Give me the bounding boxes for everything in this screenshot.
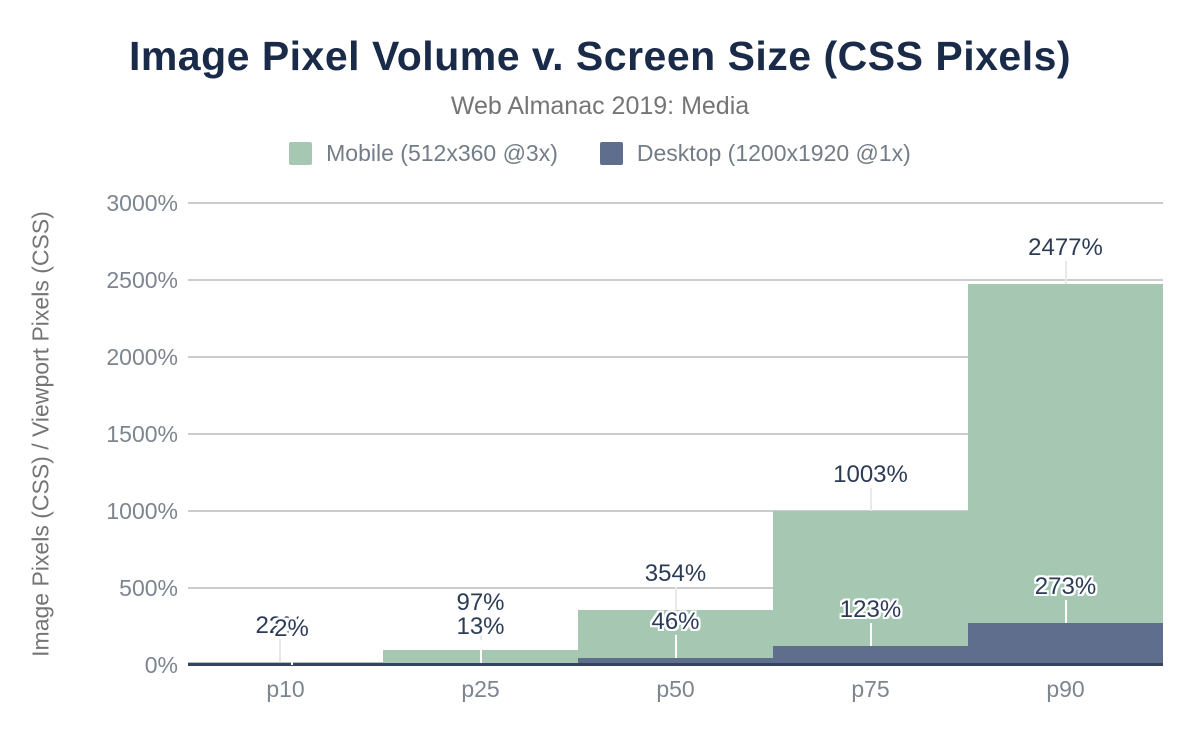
- x-tick-label-p25: p25: [461, 676, 500, 702]
- x-tick-label-p10: p10: [266, 676, 305, 702]
- desktop-bar-p50[interactable]: [578, 657, 773, 665]
- y-tick-label-500: 500%: [119, 575, 178, 601]
- desktop-value-label-p90: 273%: [1034, 572, 1097, 600]
- y-tick-label-2500: 2500%: [106, 267, 178, 293]
- mobile-label-stem: [1064, 260, 1067, 284]
- mobile-value-label-p90: 2477%: [1028, 233, 1103, 261]
- legend-label: Desktop (1200x1920 @1x): [636, 140, 911, 166]
- y-tick-label-1500: 1500%: [106, 421, 178, 447]
- y-tick-label-0: 0%: [144, 652, 178, 678]
- gridline-1500: [188, 433, 1163, 435]
- mobile-value-label-p25: 97%: [456, 588, 505, 616]
- mobile-value-label-p75: 1003%: [833, 460, 908, 488]
- x-tick-label-p75: p75: [851, 676, 890, 702]
- gridline-2500: [188, 279, 1163, 281]
- legend-item-mobile: Mobile (512x360 @3x): [289, 140, 558, 167]
- gridline-3000: [188, 202, 1163, 204]
- chart-title: Image Pixel Volume v. Screen Size (CSS P…: [128, 33, 1072, 79]
- desktop-label-stem: [479, 639, 482, 663]
- mobile-label-stem: [674, 587, 677, 611]
- legend: Mobile (512x360 @3x) Desktop (1200x1920 @…: [0, 140, 1200, 167]
- mobile-label-stem: [278, 638, 281, 662]
- mobile-value-label-p50: 354%: [644, 560, 707, 588]
- mobile-series-swatch-icon: [289, 142, 313, 165]
- mobile-value-label-p10: 22%: [255, 611, 304, 639]
- y-tick-label-1000: 1000%: [106, 498, 178, 524]
- desktop-label-stem: [1064, 599, 1067, 623]
- y-tick-label-3000: 3000%: [106, 190, 178, 216]
- desktop-series-swatch-icon: [599, 142, 623, 165]
- gridline-1000: [188, 510, 1163, 512]
- chart-subtitle: Web Almanac 2019: Media: [450, 92, 750, 120]
- x-tick-label-p50: p50: [656, 676, 695, 702]
- x-tick-label-p90: p90: [1046, 676, 1085, 702]
- desktop-label-stem: [674, 634, 677, 658]
- legend-label: Mobile (512x360 @3x): [326, 140, 558, 166]
- desktop-value-label-p75: 123%: [839, 596, 902, 624]
- desktop-label-stem: [290, 641, 293, 665]
- gridline-2000: [188, 356, 1163, 358]
- desktop-bar-p90[interactable]: [968, 622, 1163, 665]
- desktop-bar-p75[interactable]: [773, 646, 968, 665]
- desktop-value-label-p10: 2%: [274, 614, 309, 642]
- x-axis-baseline: [188, 663, 1163, 666]
- legend-item-desktop: Desktop (1200x1920 @1x): [599, 140, 911, 167]
- desktop-value-label-p50: 46%: [651, 607, 700, 635]
- y-tick-label-2000: 2000%: [106, 344, 178, 370]
- desktop-label-stem: [869, 623, 872, 647]
- desktop-value-label-p25: 13%: [456, 612, 505, 640]
- mobile-label-stem: [869, 487, 872, 511]
- mobile-label-stem: [479, 615, 482, 651]
